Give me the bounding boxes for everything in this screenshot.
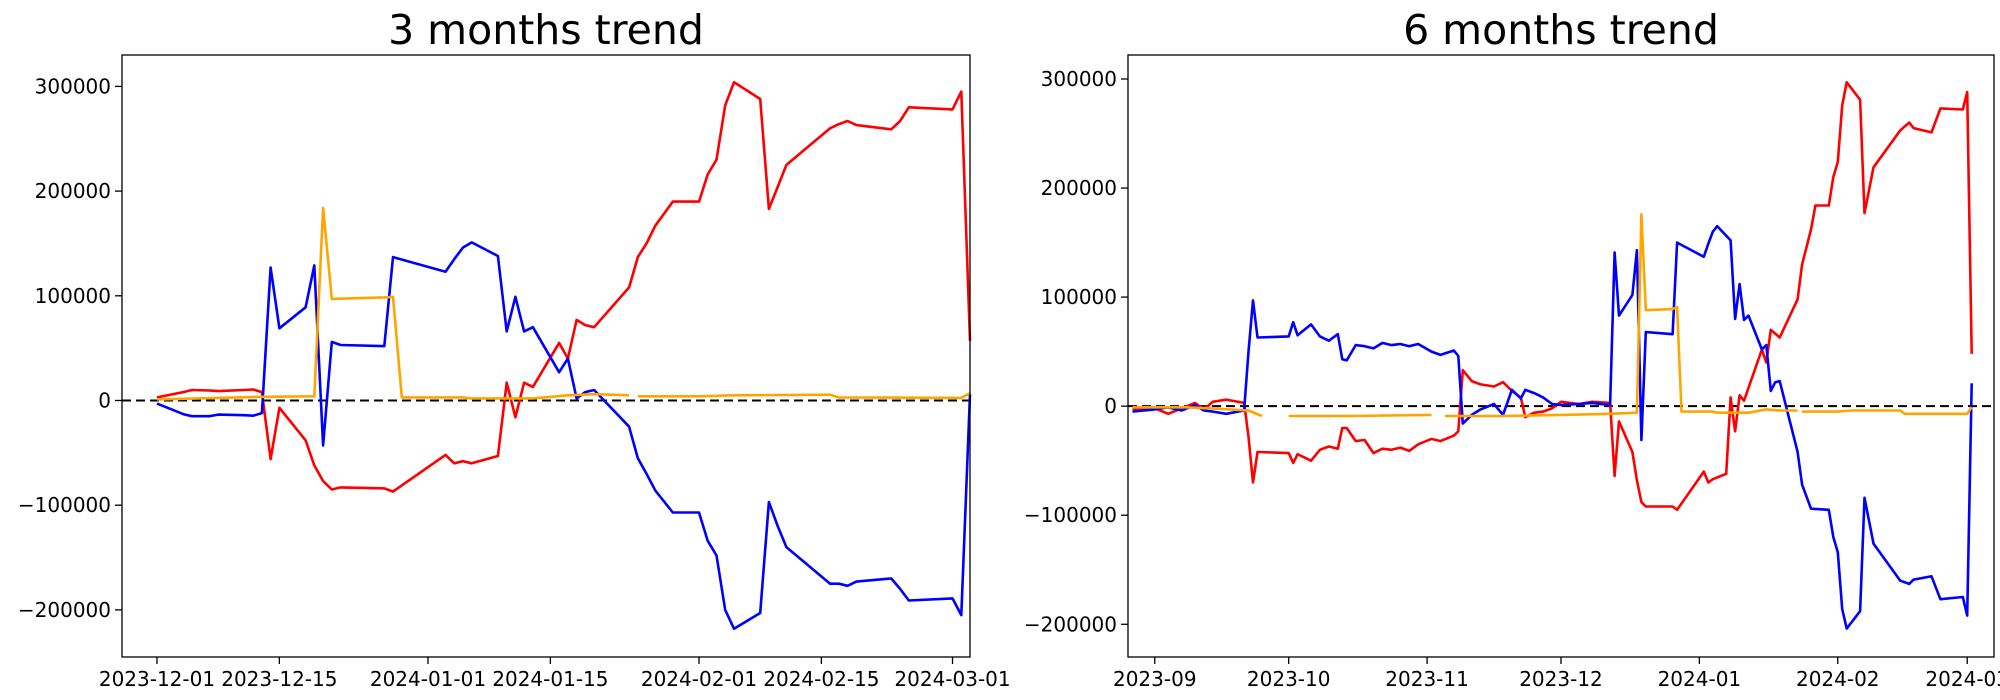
x-tick-label: 2024-02 [1796,667,1880,691]
plot-frame [121,54,971,658]
panel-3-months: 3 months trend 2023-12-01 2023-12-15 2024-0… [18,6,1011,691]
x-tick-label: 2024-01 [1658,667,1742,691]
series-line-3-segment-2 [637,392,971,400]
series-line-3-segment-1 [156,206,630,401]
x-tick-label: 2024-02-15 [763,667,879,691]
series-line-2 [156,241,972,630]
y-tick-label: 0 [1104,394,1117,418]
y-tick-label: 100000 [35,284,111,308]
plot-frame [1127,54,1995,658]
x-tick-label: 2024-01-15 [492,667,608,691]
y-tick-label: −200000 [1024,612,1117,636]
y-tick-label: −200000 [18,598,111,622]
x-tick-label: 2023-12 [1519,667,1603,691]
x-tick-label: 2023-12-15 [221,667,337,691]
x-tick-label: 2023-10 [1247,667,1331,691]
x-tick-label: 2023-09 [1113,667,1197,691]
series-line-3-segment-2 [1288,413,1432,418]
series-line-3-segment-4 [1802,406,1973,416]
series-line-2 [1132,224,1973,630]
x-tick-label: 2023-12-01 [99,667,215,691]
series-line-1 [156,80,972,493]
chart-title: 6 months trend [1403,6,1719,54]
x-tick-label: 2024-03 [1925,667,2000,691]
y-tick-label: 300000 [1041,67,1117,91]
x-tick-label: 2023-11 [1385,667,1469,691]
series-line-1 [1132,81,1973,512]
y-tick-label: 200000 [1041,176,1117,200]
chart-title: 3 months trend [388,6,704,54]
x-tick-label: 2024-03-01 [894,667,1010,691]
x-tick-label: 2024-02-01 [641,667,757,691]
y-tick-label: −100000 [18,493,111,517]
panel-6-months: 6 months trend 2023-09 2023-10 2023-11 2023-… [1024,6,2000,691]
x-tick-label: 2024-01-01 [370,667,486,691]
y-tick-label: 100000 [1041,285,1117,309]
y-tick-label: −100000 [1024,503,1117,527]
series-line-3-segment-3 [1444,212,1798,418]
y-tick-label: 200000 [35,179,111,203]
y-tick-label: 0 [98,388,111,412]
series-line-3-segment-1 [1132,406,1263,418]
y-tick-label: 300000 [35,74,111,98]
